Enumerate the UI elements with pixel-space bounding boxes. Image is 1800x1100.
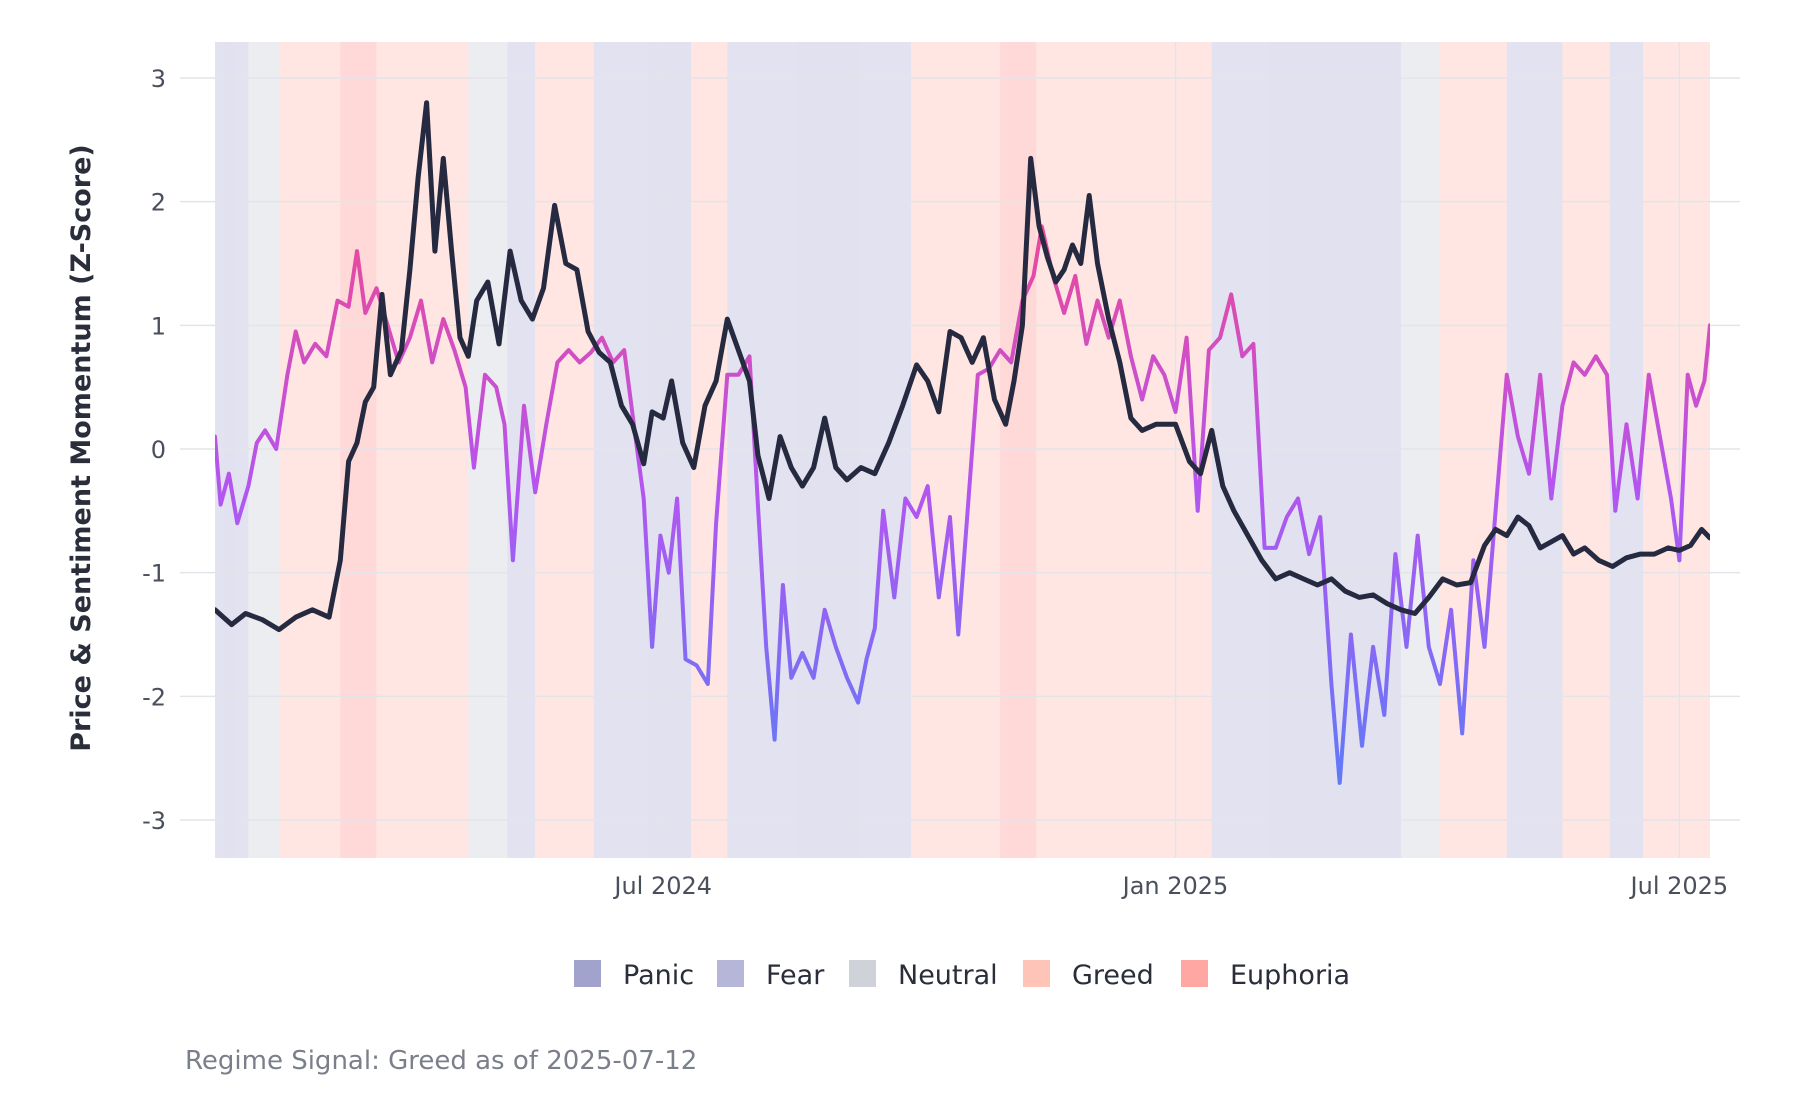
- legend-label-greed: Greed: [1072, 960, 1154, 991]
- price-momentum-line: [215, 100, 1710, 633]
- legend-swatch-panic: [574, 960, 601, 987]
- legend-swatch-greed: [1023, 960, 1050, 987]
- legend-label-euphoria: Euphoria: [1230, 960, 1350, 991]
- regime-band-greed: [1439, 42, 1507, 858]
- regime-band-greed: [279, 42, 341, 858]
- regime-band-greed: [1036, 42, 1176, 858]
- legend-swatch-neutral: [849, 960, 876, 987]
- x-tick-label: Jul 2024: [612, 872, 712, 900]
- regime-band-fear: [1506, 42, 1563, 858]
- y-tick-label: 0: [151, 436, 166, 464]
- regime-band-greed: [376, 42, 469, 858]
- y-axis-ticks: 3 2 1 0 -1 -2 -3: [142, 65, 166, 835]
- x-axis-ticks: Jul 2024 Jan 2025 Jul 2025: [612, 872, 1728, 900]
- regime-band-neutral: [248, 42, 280, 858]
- regime-band-neutral: [1400, 42, 1440, 858]
- y-tick-label: 2: [151, 189, 166, 217]
- regime-band-panic: [796, 42, 861, 858]
- y-tick-label: -2: [142, 683, 166, 711]
- regime-band-fear: [215, 42, 224, 858]
- sentiment-momentum-line: [215, 224, 1710, 785]
- y-tick-label: -1: [142, 560, 166, 588]
- y-tick-label: 3: [151, 65, 166, 93]
- y-axis-label: Price & Sentiment Momentum (Z-Score): [66, 144, 97, 752]
- x-tick-label: Jan 2025: [1121, 872, 1229, 900]
- legend-label-panic: Panic: [623, 960, 694, 991]
- series-layer: [215, 100, 1710, 785]
- regime-band-fear: [1609, 42, 1644, 858]
- y-tick-label: 1: [151, 312, 166, 340]
- x-tick-label: Jul 2025: [1629, 872, 1729, 900]
- regime-band-greed: [535, 42, 594, 858]
- regime-signal-caption: Regime Signal: Greed as of 2025-07-12: [185, 1046, 697, 1076]
- legend-label-fear: Fear: [766, 960, 825, 991]
- regime-bands: [215, 42, 1710, 858]
- regime-band-panic: [223, 42, 235, 858]
- regime-band-greed: [910, 42, 1001, 858]
- regime-band-euphoria: [340, 42, 377, 858]
- regime-band-fear: [234, 42, 249, 858]
- regime-band-greed: [1643, 42, 1710, 858]
- legend-swatch-euphoria: [1181, 960, 1208, 987]
- grid-lines: [180, 42, 1740, 858]
- legend: Panic Fear Neutral Greed Euphoria: [574, 960, 1350, 991]
- regime-band-greed: [1562, 42, 1610, 858]
- legend-label-neutral: Neutral: [898, 960, 998, 991]
- y-tick-label: -3: [142, 807, 166, 835]
- legend-swatch-fear: [717, 960, 744, 987]
